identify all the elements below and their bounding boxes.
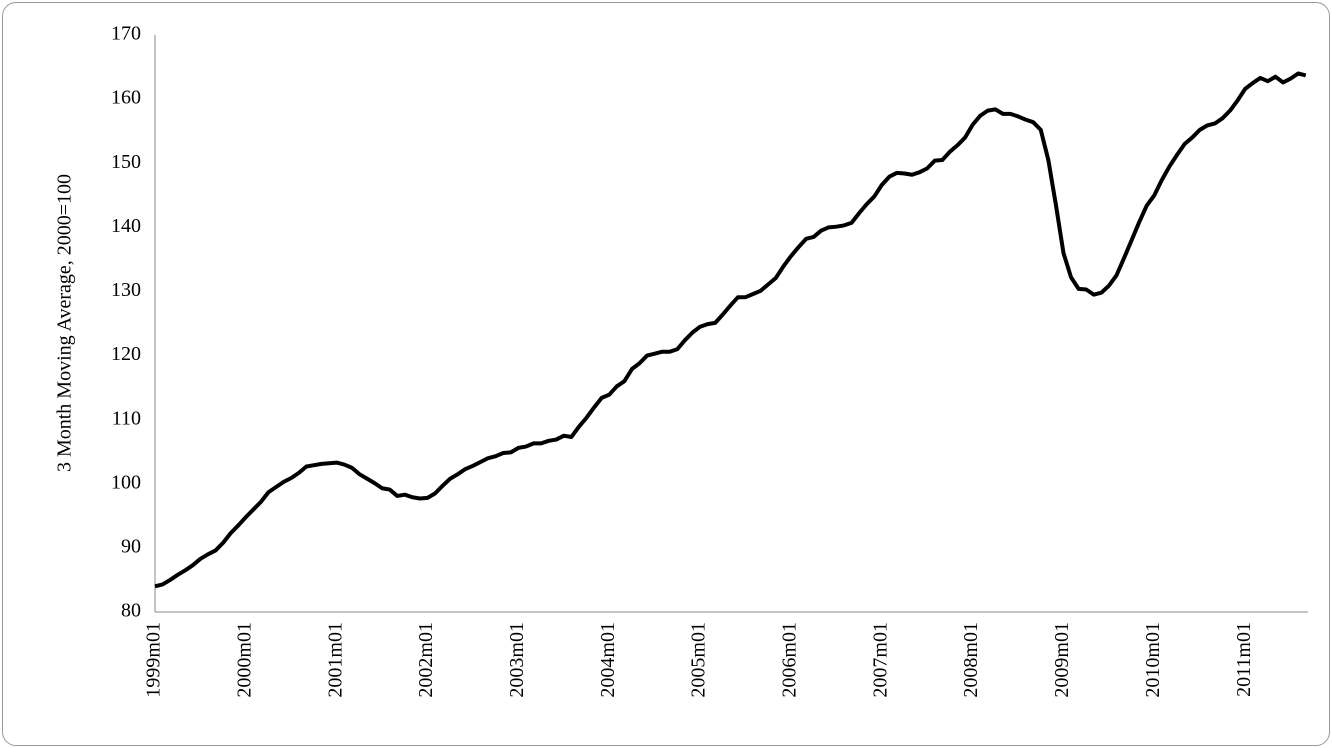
data-line	[154, 71, 1307, 589]
y-axis-label: 3 Month Moving Average, 2000=100	[54, 174, 76, 472]
y-tick-label: 120	[111, 343, 141, 365]
x-tick-label: 2008m01	[960, 622, 982, 698]
x-tick-label: 2004m01	[597, 622, 619, 698]
y-tick-label: 140	[111, 215, 141, 237]
y-tick-label: 110	[112, 407, 141, 429]
y-tick-label: 160	[111, 87, 141, 109]
y-tick-label: 90	[121, 535, 141, 557]
x-tick-label: 2006m01	[779, 622, 801, 698]
x-tick-label: 2003m01	[506, 622, 528, 698]
x-tick-label: 2000m01	[233, 622, 255, 698]
x-tick-label: 2002m01	[415, 622, 437, 698]
y-tick-label: 170	[111, 23, 141, 45]
y-tick-label: 150	[111, 151, 141, 173]
x-tick-label: 2005m01	[688, 622, 710, 698]
x-tick-label: 2007m01	[869, 622, 891, 698]
y-tick-label: 80	[121, 600, 141, 622]
x-tick-label: 2009m01	[1051, 622, 1073, 698]
x-tick-label: 1999m01	[143, 622, 165, 698]
x-tick-label: 2011m01	[1233, 622, 1255, 697]
y-tick-label: 100	[111, 471, 141, 493]
x-tick-label: 2010m01	[1142, 622, 1164, 698]
x-tick-label: 2001m01	[324, 622, 346, 698]
y-tick-label: 130	[111, 279, 141, 301]
